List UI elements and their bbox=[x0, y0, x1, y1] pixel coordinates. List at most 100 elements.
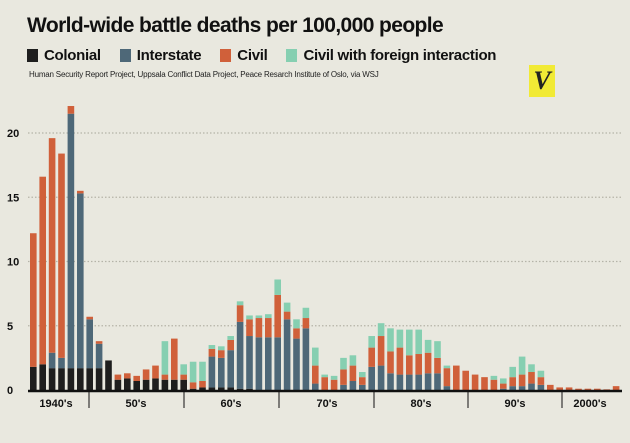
bar-segment bbox=[490, 379, 498, 390]
bar-segment bbox=[283, 319, 291, 390]
bar-segment bbox=[302, 318, 310, 329]
legend-swatch bbox=[286, 49, 298, 62]
bar-segment bbox=[349, 355, 357, 366]
bar-segment bbox=[161, 374, 169, 380]
bar-segment bbox=[415, 374, 422, 390]
x-decade-label: 70's bbox=[317, 398, 338, 410]
bar-segment bbox=[208, 345, 216, 349]
bar-segment bbox=[312, 365, 319, 384]
y-tick-label: 15 bbox=[7, 192, 19, 204]
bar-segment bbox=[218, 357, 225, 388]
bar-segment bbox=[274, 337, 281, 390]
bar-segment bbox=[443, 365, 451, 369]
bar-segment bbox=[105, 360, 112, 390]
bar-segment bbox=[227, 336, 234, 340]
bar-segment bbox=[434, 357, 441, 374]
bar-segment bbox=[48, 352, 56, 369]
bar-segment bbox=[387, 328, 394, 352]
bar-segment bbox=[312, 347, 319, 366]
bar-segment bbox=[255, 337, 263, 390]
bar-segment bbox=[518, 356, 526, 375]
bar-segment bbox=[396, 374, 404, 390]
y-tick-label: 0 bbox=[7, 385, 13, 397]
bar-segment bbox=[161, 379, 169, 390]
bar-segment bbox=[462, 370, 469, 390]
bar-segment bbox=[95, 343, 103, 369]
bar-segment bbox=[246, 319, 253, 337]
bar-segment bbox=[368, 366, 375, 390]
bar-segment bbox=[95, 368, 103, 390]
bar-segment bbox=[547, 384, 554, 390]
bar-segment bbox=[490, 375, 498, 380]
bar-segment bbox=[396, 347, 404, 375]
bar-segment bbox=[434, 373, 441, 390]
bar-segment bbox=[95, 341, 103, 344]
bar-segment bbox=[227, 339, 234, 351]
bar-segment bbox=[236, 321, 244, 389]
bar-segment bbox=[246, 336, 253, 389]
bar-segment bbox=[246, 315, 253, 320]
bar-segment bbox=[265, 337, 272, 390]
bar-segment bbox=[312, 383, 319, 390]
bar-segment bbox=[340, 357, 347, 370]
bar-segment bbox=[189, 361, 197, 383]
bar-segment bbox=[180, 374, 187, 380]
bar-segment bbox=[255, 315, 263, 319]
legend-item-civil-foreign: Civil with foreign interaction bbox=[286, 47, 496, 64]
legend-label: Civil bbox=[237, 47, 268, 64]
bar-segment bbox=[321, 374, 328, 378]
bar-segment bbox=[199, 381, 206, 388]
bar-segment bbox=[265, 314, 272, 319]
bar-segment bbox=[227, 387, 234, 390]
bar-segment bbox=[387, 351, 394, 374]
bar-segment bbox=[171, 379, 178, 390]
y-tick-label: 5 bbox=[7, 321, 13, 333]
bar-segment bbox=[293, 338, 300, 390]
bar-segment bbox=[340, 369, 347, 385]
bar-segment bbox=[30, 233, 37, 367]
bar-segment bbox=[58, 357, 65, 369]
bar-segment bbox=[518, 374, 526, 387]
legend-item-civil: Civil bbox=[220, 47, 268, 64]
bar-segment bbox=[236, 388, 244, 390]
bar-segment bbox=[359, 377, 366, 385]
bar-segment bbox=[283, 311, 291, 320]
bar-segment bbox=[86, 368, 93, 390]
bar-segment bbox=[189, 388, 197, 390]
x-decade-label: 1940's bbox=[39, 398, 72, 410]
bar-segment bbox=[556, 387, 563, 390]
bar-segment bbox=[124, 373, 131, 379]
legend-label: Civil with foreign interaction bbox=[303, 47, 497, 64]
bar-segment bbox=[302, 328, 310, 390]
bar-segment bbox=[255, 318, 263, 338]
bar-segment bbox=[565, 387, 573, 390]
legend-swatch bbox=[220, 49, 232, 62]
bar-segment bbox=[152, 378, 159, 390]
bar-segment bbox=[518, 386, 526, 390]
bar-segment bbox=[443, 386, 451, 390]
bar-segment bbox=[330, 375, 338, 380]
bar-segment bbox=[415, 354, 422, 375]
legend-item-colonial: Colonial bbox=[27, 47, 101, 64]
bar-segment bbox=[152, 365, 159, 379]
bar-segment bbox=[302, 307, 310, 319]
bar-segment bbox=[424, 373, 432, 390]
bar-segment bbox=[180, 364, 187, 375]
bar-segment bbox=[406, 374, 413, 390]
bar-segment bbox=[434, 341, 441, 358]
bar-segment bbox=[86, 316, 93, 320]
bar-segment bbox=[208, 348, 216, 357]
bar-segment bbox=[575, 388, 582, 390]
bar-segment bbox=[161, 341, 169, 375]
bar-segment bbox=[500, 383, 507, 389]
bar-segment bbox=[77, 368, 84, 390]
y-tick-label: 10 bbox=[7, 257, 19, 269]
bar-segment bbox=[48, 138, 56, 353]
bar-segment bbox=[500, 378, 507, 384]
bar-segment bbox=[377, 323, 385, 337]
bar-segment bbox=[368, 336, 375, 348]
legend-item-interstate: Interstate bbox=[119, 47, 202, 64]
legend-label: Colonial bbox=[44, 47, 101, 64]
bar-segment bbox=[443, 368, 451, 387]
bar-segment bbox=[199, 361, 206, 382]
